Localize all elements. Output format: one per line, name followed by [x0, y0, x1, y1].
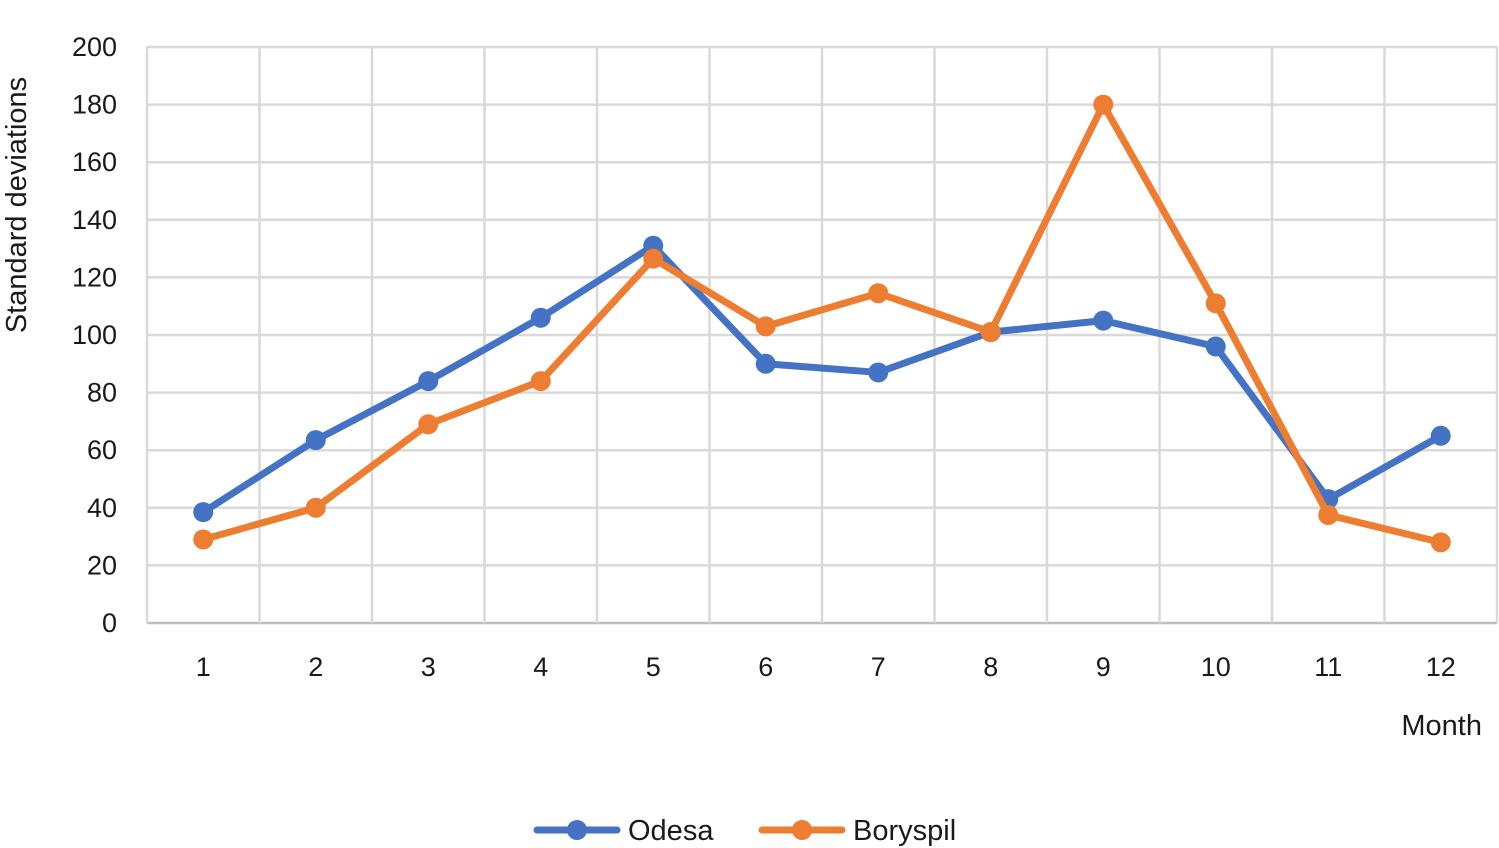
- legend-marker: [567, 820, 587, 840]
- data-point: [1318, 505, 1339, 525]
- x-tick-label: 1: [196, 652, 211, 682]
- legend-item-odesa: Odesa: [533, 815, 714, 847]
- data-point: [643, 248, 664, 269]
- data-point: [1093, 94, 1114, 115]
- y-tick-label: 180: [72, 90, 117, 120]
- legend-label: Boryspil: [853, 815, 956, 847]
- x-tick-label: 7: [871, 652, 886, 682]
- data-point: [1205, 336, 1226, 357]
- data-point: [193, 529, 214, 550]
- x-tick-label: 4: [533, 652, 548, 682]
- data-point: [755, 353, 776, 374]
- y-tick-label: 100: [72, 320, 117, 350]
- x-tick-label: 10: [1201, 652, 1231, 682]
- legend-label: Odesa: [628, 815, 714, 847]
- x-tick-label: 3: [421, 652, 436, 682]
- y-tick-label: 0: [102, 608, 117, 638]
- data-point: [193, 502, 214, 523]
- y-tick-label: 20: [87, 550, 117, 580]
- y-tick-label: 200: [72, 32, 117, 62]
- data-point: [868, 283, 889, 304]
- x-tick-label: 5: [646, 652, 661, 682]
- x-tick-label: 6: [758, 652, 773, 682]
- data-point: [1430, 532, 1451, 553]
- x-tick-label: 9: [1096, 652, 1111, 682]
- data-point: [418, 414, 439, 435]
- data-point: [418, 371, 439, 392]
- legend-item-boryspil: Boryspil: [758, 815, 956, 847]
- data-point: [755, 316, 776, 337]
- y-tick-label: 160: [72, 147, 117, 177]
- data-point: [530, 371, 551, 392]
- x-tick-label: 12: [1426, 652, 1456, 682]
- data-point: [305, 497, 326, 518]
- x-tick-label: 11: [1314, 652, 1342, 682]
- series-line: [199, 242, 1445, 516]
- x-axis-ticks: 1 2 3 4 5 6 7 8 9 10 11 12: [196, 652, 1456, 682]
- chart-gridlines: [145, 45, 1499, 625]
- y-axis-ticks: 0 20 40 60 80 100 120 140 160 180 200: [72, 32, 117, 638]
- y-tick-label: 40: [87, 493, 117, 523]
- data-point: [868, 362, 889, 383]
- chart-legend: Odesa Boryspil: [533, 815, 956, 847]
- x-tick-label: 8: [983, 652, 998, 682]
- y-tick-label: 140: [72, 205, 117, 235]
- x-axis-title: Month: [1401, 710, 1482, 742]
- y-axis-title: Standard deviations: [1, 77, 33, 333]
- y-tick-label: 120: [72, 262, 117, 292]
- chart-series: [193, 94, 1451, 553]
- y-tick-label: 80: [87, 378, 117, 408]
- data-point: [1430, 425, 1451, 446]
- y-tick-label: 60: [87, 435, 117, 465]
- data-point: [530, 307, 551, 328]
- series-line: [199, 101, 1445, 546]
- data-point: [980, 322, 1001, 343]
- legend-marker: [792, 820, 812, 840]
- data-point: [305, 430, 326, 451]
- x-tick-label: 2: [308, 652, 323, 682]
- data-point: [1093, 310, 1114, 331]
- series-boryspil: [193, 94, 1451, 553]
- data-point: [1205, 293, 1226, 314]
